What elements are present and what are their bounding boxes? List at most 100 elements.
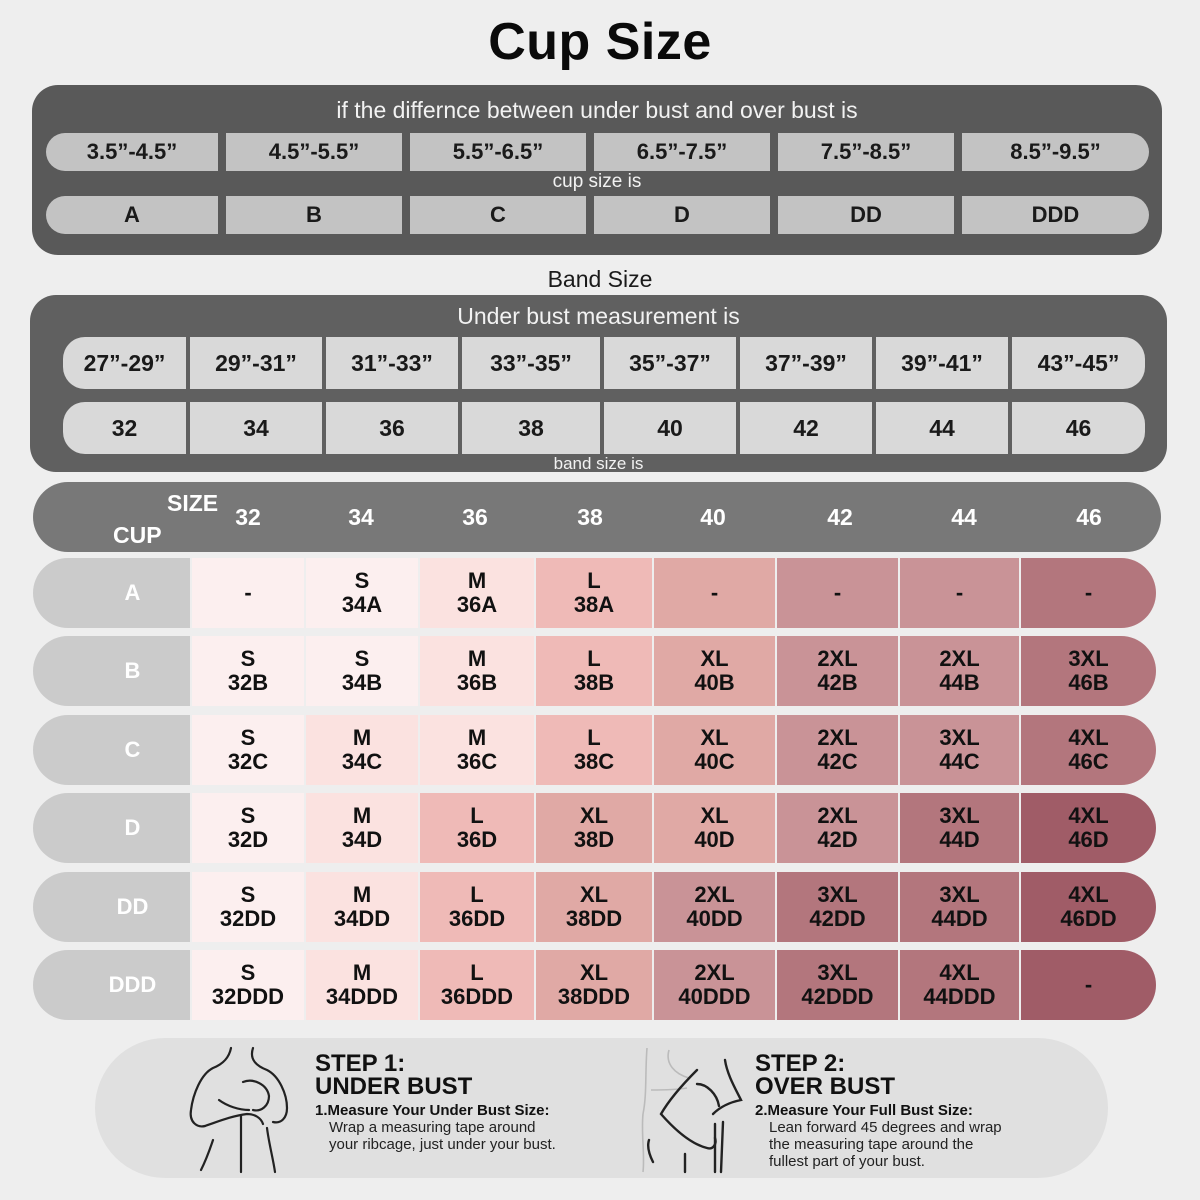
bra-size-code: 36D xyxy=(456,827,498,852)
size-cell: 3XL 44D xyxy=(900,793,1019,863)
letter-size: M xyxy=(352,803,372,828)
difference-cell: 6.5”-7.5” xyxy=(594,133,770,171)
letter-size: M xyxy=(467,725,487,750)
letter-size: L xyxy=(470,803,484,828)
bra-size-code: 32DDD xyxy=(211,984,285,1009)
size-cell: S 32DD xyxy=(192,872,304,942)
bra-size-code: 38A xyxy=(573,592,615,617)
letter-size: 2XL xyxy=(694,882,735,907)
letter-size: 4XL xyxy=(939,960,980,985)
size-cell: L 36D xyxy=(420,793,534,863)
table-row: D S 32D M 34D L 36D XL 38D XL 40D 2XL 42D 3XL 44D 4XL 46… xyxy=(33,793,1161,863)
difference-cell: 4.5”-5.5” xyxy=(226,133,402,171)
bra-size-code: 42DDD xyxy=(801,984,874,1009)
difference-row: 3.5”-4.5” 4.5”-5.5” 5.5”-6.5” 6.5”-7.5” … xyxy=(46,133,1149,171)
over-bust-figure-icon xyxy=(641,1047,743,1174)
step-1-desc-line: Wrap a measuring tape around xyxy=(329,1119,536,1136)
letter-size: M xyxy=(352,725,372,750)
difference-cell: 3.5”-4.5” xyxy=(46,133,218,171)
size-cell: S 34B xyxy=(306,636,418,706)
step-1: STEP 1: UNDER BUST 1.Measure Your Under … xyxy=(315,1052,556,1154)
bra-size-code: 44DDD xyxy=(923,984,996,1009)
bra-size-code: 44B xyxy=(939,670,980,695)
bra-size-code: 42C xyxy=(817,749,858,774)
bra-size-code: 46DD xyxy=(1060,906,1117,931)
measurement-cell: 29”-31” xyxy=(190,337,322,389)
bra-size-code: 42DD xyxy=(809,906,866,931)
step-2-desc-line: the measuring tape around the xyxy=(769,1136,974,1153)
size-cell: L 38B xyxy=(536,636,652,706)
letter-size: 2XL xyxy=(939,646,980,671)
row-cup-label: A xyxy=(33,558,190,628)
size-cell: 3XL 44C xyxy=(900,715,1019,785)
letter-size: S xyxy=(354,646,370,671)
size-cell: M 36B xyxy=(420,636,534,706)
difference-cell: 7.5”-8.5” xyxy=(778,133,954,171)
size-cell: 3XL 46B xyxy=(1021,636,1156,706)
size-cell: M 34DD xyxy=(306,872,418,942)
size-cell: 4XL 46C xyxy=(1021,715,1156,785)
size-cell: 4XL 46DD xyxy=(1021,872,1156,942)
band-cell: 44 xyxy=(876,402,1008,454)
letter-size: S xyxy=(240,803,256,828)
cup-cell: A xyxy=(46,196,218,234)
bra-size-code: 36B xyxy=(456,670,498,695)
bra-size-code: 44DD xyxy=(931,906,988,931)
band-cell: 36 xyxy=(326,402,458,454)
size-cell: 3XL 42DD xyxy=(777,872,898,942)
letter-size: L xyxy=(587,725,601,750)
measurement-cell: 37”-39” xyxy=(740,337,872,389)
letter-size: 4XL xyxy=(1068,803,1109,828)
size-cell: - xyxy=(1021,558,1156,628)
measurement-cell: 39”-41” xyxy=(876,337,1008,389)
band-cell: 34 xyxy=(190,402,322,454)
row-cup-label: C xyxy=(33,715,190,785)
bra-size-code: 34D xyxy=(341,827,383,852)
column-header: 46 xyxy=(1076,504,1102,530)
cup-cell: DDD xyxy=(962,196,1149,234)
bra-size-code: 34C xyxy=(341,749,383,774)
letter-size: XL xyxy=(579,960,609,985)
letter-size: XL xyxy=(700,803,729,828)
size-cell: - xyxy=(900,558,1019,628)
letter-size: 3XL xyxy=(939,725,980,750)
letter-size: M xyxy=(467,568,487,593)
size-cell: XL 40D xyxy=(654,793,775,863)
letter-size: 2XL xyxy=(694,960,735,985)
measurement-cell: 31”-33” xyxy=(326,337,458,389)
letter-size: M xyxy=(352,960,372,985)
step-1-desc-line: your ribcage, just under your bust. xyxy=(329,1136,556,1153)
bra-size-code: 46D xyxy=(1068,827,1109,852)
size-cell: XL 38DDD xyxy=(536,950,652,1020)
bra-size-code: - xyxy=(710,580,719,605)
size-cell: L 38C xyxy=(536,715,652,785)
letter-size: 3XL xyxy=(817,960,858,985)
bra-size-code: 38B xyxy=(573,670,615,695)
letter-size: XL xyxy=(700,725,729,750)
cup-size-panel: if the differnce between under bust and … xyxy=(32,85,1162,255)
bra-size-code: 42D xyxy=(817,827,858,852)
measuring-steps: STEP 1: UNDER BUST 1.Measure Your Under … xyxy=(95,1038,1108,1178)
bra-size-code: 46B xyxy=(1068,670,1109,695)
bra-size-code: 32B xyxy=(227,670,269,695)
size-cell: 3XL 42DDD xyxy=(777,950,898,1020)
column-header: 38 xyxy=(577,504,603,530)
band-size-panel: Under bust measurement is 27”-29” 29”-31… xyxy=(30,295,1167,473)
header-size-label: SIZE xyxy=(167,490,219,516)
letter-size: 4XL xyxy=(1068,725,1109,750)
size-cell: M 36A xyxy=(420,558,534,628)
bra-size-code: 40C xyxy=(694,749,735,774)
letter-size: M xyxy=(352,882,372,907)
letter-size: 4XL xyxy=(1068,882,1109,907)
cup-cell: B xyxy=(226,196,402,234)
bra-size-code: 40DDD xyxy=(678,984,751,1009)
bra-size-code: 40DD xyxy=(686,906,743,931)
size-cell: S 32DDD xyxy=(192,950,304,1020)
step-2-title-line1: STEP 2: xyxy=(755,1050,846,1077)
step-2-desc-line: Lean forward 45 degrees and wrap xyxy=(769,1119,1002,1136)
letter-size: 3XL xyxy=(939,803,980,828)
column-header: 34 xyxy=(348,504,374,530)
measurement-cell: 35”-37” xyxy=(604,337,736,389)
bra-size-code: - xyxy=(1084,580,1093,605)
row-cup-label: DD xyxy=(33,872,190,942)
